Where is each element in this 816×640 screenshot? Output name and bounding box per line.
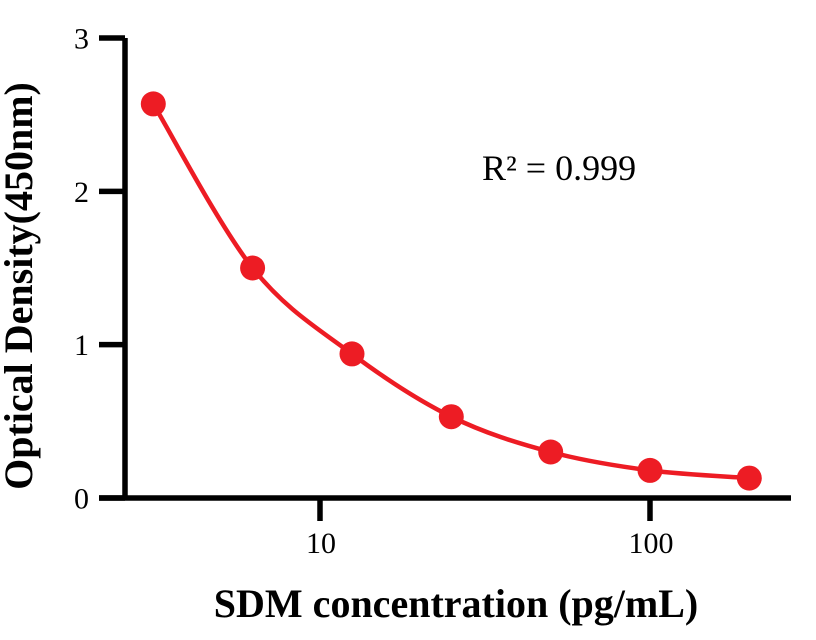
x-axis-title: SDM concentration (pg/mL): [214, 581, 698, 626]
data-point-marker: [438, 404, 464, 430]
data-point-marker: [736, 465, 762, 491]
tick-labels-group: 0 1 2 3 10 100: [74, 23, 674, 561]
r-squared-annotation: R² = 0.999: [482, 148, 636, 188]
data-point-marker: [339, 341, 365, 367]
y-tick-label: 0: [74, 483, 89, 516]
x-tick-label: 10: [306, 527, 336, 560]
data-point-marker: [240, 255, 266, 281]
x-tick-label: 100: [629, 527, 674, 560]
data-point-marker: [637, 457, 663, 483]
y-tick-label: 1: [74, 329, 89, 362]
y-tick-label: 2: [74, 176, 89, 209]
y-tick-label: 3: [74, 23, 89, 56]
data-point-marker: [140, 91, 166, 117]
y-axis-title: Optical Density(450nm): [0, 82, 41, 490]
data-points-group: [140, 91, 762, 491]
axes-group: [99, 35, 791, 521]
data-point-marker: [538, 439, 564, 465]
